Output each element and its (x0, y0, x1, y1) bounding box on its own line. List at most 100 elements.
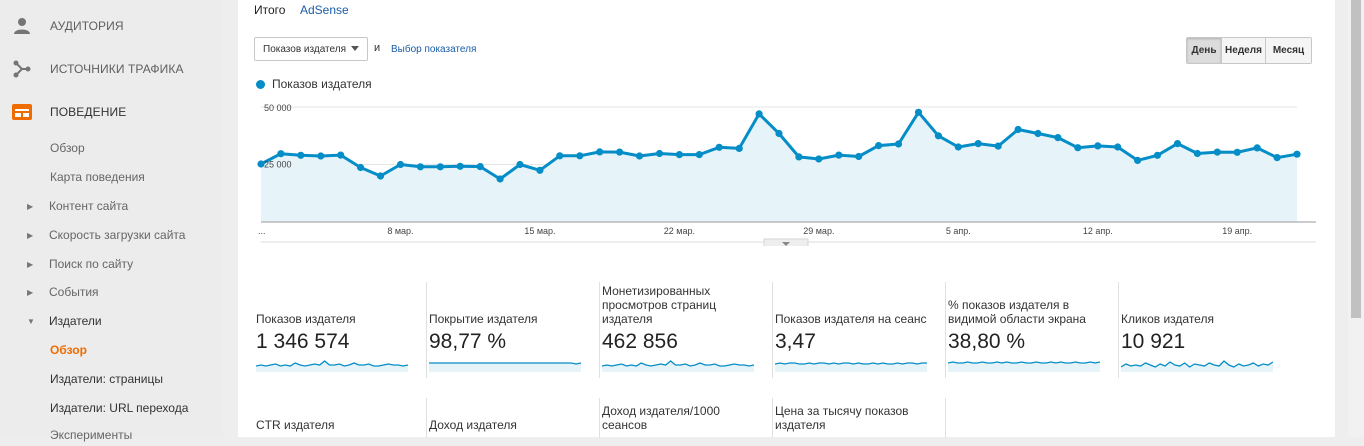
data-point (675, 151, 683, 159)
period-week-button[interactable]: Неделя (1222, 38, 1266, 63)
metric-value: 3,47 (775, 330, 816, 353)
sidebar-item-publisher-pages[interactable]: Издатели: страницы (0, 368, 223, 390)
data-point (934, 132, 943, 140)
sidebar-item-site-content[interactable]: ▶ Контент сайта (0, 195, 223, 217)
metric-select[interactable]: Показов издателя (254, 37, 368, 61)
pick-metric-link[interactable]: Выбор показателя (391, 44, 477, 55)
sidebar-item-site-speed[interactable]: ▶ Скорость загрузки сайта (0, 224, 223, 246)
metric-card[interactable]: Показов издателя 1 346 574 (254, 282, 427, 378)
metric-card[interactable]: Показов издателя на сеанс 3,47 (773, 282, 946, 378)
metric-name: Доход издателя/1000 сеансов (602, 404, 720, 432)
nav-audience[interactable]: АУДИТОРИЯ (0, 11, 223, 41)
metric-card[interactable]: Цена за тысячу показов издателя (773, 398, 946, 438)
data-point (436, 163, 444, 171)
sidebar-item-publisher-referrers[interactable]: Издатели: URL перехода (0, 397, 223, 419)
metric-sparkline (256, 360, 408, 372)
metric-value: 1 346 574 (256, 330, 350, 353)
sidebar-item-label: Эксперименты (50, 428, 133, 442)
data-point (635, 152, 644, 160)
tab-adsense[interactable]: AdSense (300, 3, 349, 17)
data-point (914, 108, 923, 116)
metric-card[interactable]: Монетизированных просмотров страниц изда… (600, 282, 773, 378)
chart-legend: Показов издателя (256, 77, 372, 91)
metric-select-value: Показов издателя (263, 43, 346, 55)
nav-behavior[interactable]: ПОВЕДЕНИЕ (0, 97, 223, 127)
chevron-down-icon (782, 242, 790, 246)
sidebar-item-site-search[interactable]: ▶ Поиск по сайту (0, 253, 223, 275)
and-label: и (374, 42, 381, 54)
series-area (261, 112, 1297, 222)
dropdown-caret-icon (351, 46, 359, 51)
data-point (1273, 154, 1281, 162)
behavior-icon (12, 104, 32, 120)
timeline-chart[interactable]: 50 000 25 000... 8 мар. 15 мар. 22 мар. 29 ма… (238, 96, 1335, 246)
sidebar-item-behavior-flow[interactable]: Карта поведения (0, 166, 223, 188)
metric-value: 38,80 % (948, 330, 1026, 353)
sparkline-line (256, 360, 408, 367)
data-point (1233, 148, 1241, 156)
person-icon (14, 18, 30, 34)
data-point (775, 129, 783, 138)
sidebar-item-label: Обзор (50, 343, 87, 357)
sparkline-area (948, 362, 1100, 372)
metric-sparkline (948, 361, 1100, 372)
sidebar-item-experiments[interactable]: Эксперименты (0, 424, 223, 446)
data-point (357, 163, 365, 172)
metric-name: CTR издателя (256, 418, 335, 432)
period-month-button[interactable]: Месяц (1266, 38, 1311, 63)
metric-name: Покрытие издателя (429, 312, 538, 326)
tab-total[interactable]: Итого (254, 3, 286, 17)
sidebar-item-label: Поиск по сайту (49, 257, 134, 271)
sidebar-item-events[interactable]: ▶ События (0, 281, 223, 303)
data-point (1293, 150, 1301, 158)
data-point (257, 160, 265, 168)
x-tick-label: 15 мар. (524, 226, 555, 236)
data-point (556, 152, 564, 160)
data-point (1034, 129, 1042, 138)
data-point (536, 166, 544, 174)
sparkline-area (1121, 361, 1273, 372)
x-tick-label: ... (258, 226, 266, 236)
sparkline-line (602, 360, 754, 367)
period-day-button[interactable]: День (1187, 38, 1222, 63)
sparkline-area (429, 363, 581, 372)
metric-value: 98,77 % (429, 330, 507, 353)
data-point (317, 152, 325, 160)
data-point (855, 152, 863, 161)
metric-sparkline (602, 360, 754, 372)
metric-card[interactable]: Доход издателя/1000 сеансов (600, 398, 773, 438)
report-content: Итого AdSense Показов издателя и Выбор п… (238, 0, 1335, 438)
data-point (496, 175, 504, 183)
legend-series-name: Показов издателя (272, 77, 372, 91)
nav-acquisition[interactable]: ИСТОЧНИКИ ТРАФИКА (0, 54, 223, 84)
metric-card[interactable]: CTR издателя (254, 398, 427, 438)
data-point (337, 151, 345, 159)
x-tick-label: 19 апр. (1222, 226, 1252, 236)
sparkline-area (775, 363, 927, 372)
metric-card[interactable]: Покрытие издателя 98,77 % (427, 282, 600, 378)
metric-card[interactable]: % показов издателя в видимой области экр… (946, 282, 1119, 378)
sidebar-item-label: События (49, 285, 99, 299)
x-tick-label: 29 мар. (803, 226, 834, 236)
data-point (1114, 143, 1122, 151)
sidebar-item-label: Издатели: URL перехода (50, 401, 189, 415)
sidebar-item-overview[interactable]: Обзор (0, 137, 223, 159)
data-point (994, 142, 1002, 150)
data-point (596, 148, 604, 156)
metric-value: 462 856 (602, 330, 678, 353)
metric-card[interactable]: Кликов издателя 10 921 (1119, 282, 1291, 378)
sparkline-line (429, 362, 581, 365)
data-point (655, 149, 664, 158)
data-point (516, 160, 524, 169)
sidebar-item-label: Издатели (49, 314, 102, 328)
sidebar-item-publisher[interactable]: ▼ Издатели (0, 310, 223, 332)
data-point (835, 151, 843, 159)
acquisition-icon (13, 60, 31, 78)
nav-acquisition-label: ИСТОЧНИКИ ТРАФИКА (50, 62, 184, 76)
metric-card[interactable]: Доход издателя (427, 398, 600, 438)
scrollbar[interactable] (1348, 0, 1364, 437)
sidebar-item-publisher-overview[interactable]: Обзор (0, 339, 223, 361)
expand-arrow-icon: ▶ (27, 259, 34, 269)
metric-name: Монетизированных просмотров страниц изда… (602, 284, 717, 326)
scrollbar-thumb[interactable] (1351, 0, 1361, 318)
